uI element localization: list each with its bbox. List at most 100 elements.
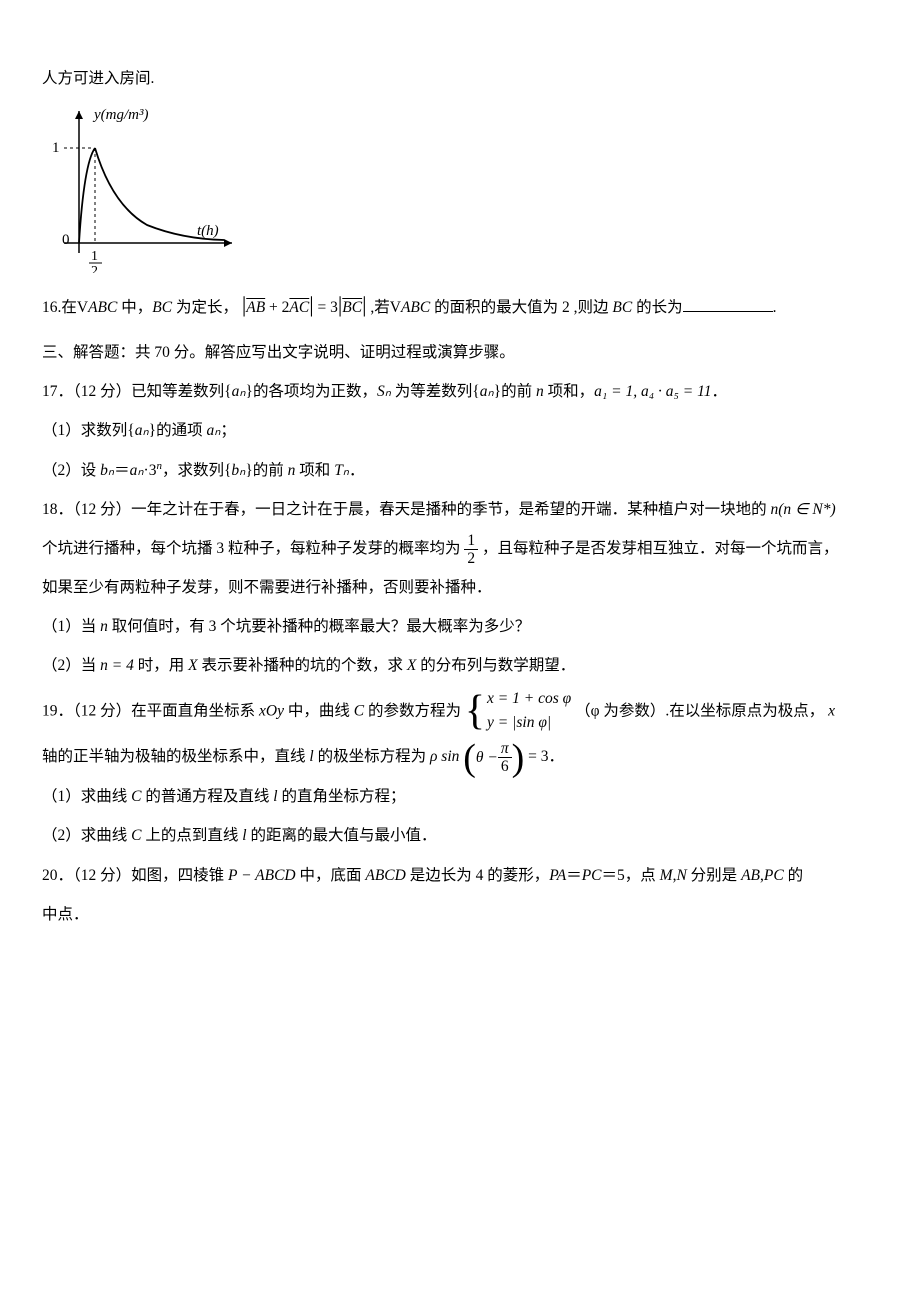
q16-abc2: ABC: [401, 299, 430, 316]
q17-n: n: [536, 383, 544, 400]
q18l1: 18．（12 分）一年之计在于春，一日之计在于晨，春天是播种的季节，是希望的开端…: [42, 501, 767, 518]
q20pc: PC: [582, 867, 602, 884]
q19c: C: [350, 702, 368, 719]
q20-line2: 中点．: [42, 896, 878, 933]
q18l2b: ，且每粒种子是否发芽相互独立．对每一个坑而言，: [482, 540, 839, 557]
q19p2b: 上的点到直线: [145, 827, 238, 844]
q20e: 的: [788, 867, 804, 884]
frac-half: 1 2: [464, 532, 478, 567]
q18-line1: 18．（12 分）一年之计在于春，一日之计在于晨，春天是播种的季节，是希望的开端…: [42, 491, 878, 528]
q16-prefix: 16.在V: [42, 299, 88, 316]
q19l2: l: [269, 788, 281, 805]
q17p2e: }的前: [245, 462, 287, 479]
brace-icon: {: [465, 693, 485, 731]
q17p1c: ；: [220, 422, 236, 439]
q20-line1: 20．（12 分）如图，四棱锥 P − ABCD 中，底面 ABCD 是边长为 …: [42, 857, 878, 894]
q19l2b: 的极坐标方程为: [318, 748, 427, 765]
q17-an1: aₙ: [232, 383, 246, 400]
q20c: 是边长为 4 的菱形，: [410, 867, 550, 884]
q18p2x2: X: [403, 657, 420, 674]
q18p1b: 取何值时，有 3 个坑要补播种的概率最大？最大概率为多少？: [112, 618, 531, 635]
q19-line1: 19．（12 分）在平面直角坐标系 xOy 中，曲线 C 的参数方程为 { x …: [42, 687, 878, 737]
q19c3: C: [127, 827, 145, 844]
q17-an5: aₙ: [130, 462, 144, 479]
q16-abc: ABC: [88, 299, 117, 316]
q20pc2: PC: [764, 867, 788, 884]
q17p2c: ·3: [144, 462, 157, 479]
q19-p1: （1）求曲线 C 的普通方程及直线 l 的直角坐标方程；: [42, 778, 878, 815]
paren-l-icon: (: [463, 741, 476, 775]
q17-bn2: bₙ: [231, 462, 245, 479]
q18-nexpr: n(n ∈ N*): [767, 501, 836, 518]
q16-area: 的面积的最大值为 2 ,则边: [430, 299, 608, 316]
q18p2a: （2）当: [42, 657, 96, 674]
q17-bn: bₙ: [100, 462, 114, 479]
q17-eq: a₁ = 1, a₄ · a₅ = 11: [594, 383, 711, 400]
q18p2x: X: [184, 657, 201, 674]
q19l1c: 的参数方程为: [368, 702, 461, 719]
frac-pi6: π 6: [498, 740, 512, 775]
q16-tail: 的长为: [636, 299, 683, 316]
q19eq3: = 3: [528, 748, 548, 765]
q16-bc2: BC: [609, 299, 637, 316]
q17p2d: ，求数列{: [162, 462, 231, 479]
x-tick-num: 1: [91, 249, 98, 264]
q16-plus: + 2: [265, 299, 289, 316]
intro-text: 人方可进入房间.: [42, 70, 154, 87]
q20ab: AB: [737, 867, 760, 884]
q19eq2: y = |sin φ|: [487, 711, 571, 736]
q20n: N: [676, 867, 686, 884]
q20pa: PA: [549, 867, 566, 884]
q17-p1: （1）求数列{aₙ}的通项 aₙ；: [42, 412, 878, 449]
q17-an2: aₙ: [480, 383, 494, 400]
y-axis-label: y(mg/m³): [92, 107, 148, 123]
q19p2a: （2）求曲线: [42, 827, 127, 844]
q19l3: l: [238, 827, 250, 844]
q20l2: 中点．: [42, 906, 89, 923]
x-axis-label: t(h): [197, 223, 219, 239]
q20abcd: ABCD: [362, 867, 410, 884]
section-3-title: 三、解答题：共 70 分。解答应写出文字说明、证明过程或演算步骤。: [42, 334, 878, 371]
q17-tn: Tₙ: [334, 462, 349, 479]
vec-bc: BC: [342, 299, 362, 316]
q17-e: 项和，: [544, 383, 594, 400]
y-tick-1: 1: [52, 140, 60, 156]
param-system: { x = 1 + cos φ y = |sin φ|: [465, 687, 571, 737]
q17-c: 为等差数列{: [391, 383, 480, 400]
q16-m1: 中，: [117, 299, 152, 316]
q18-line3: 如果至少有两粒种子发芽，则不需要进行补播种，否则要补播种．: [42, 569, 878, 606]
q16-dot: .: [773, 299, 777, 316]
q20a: 20．（12 分）如图，四棱锥: [42, 867, 224, 884]
q17p2b: ＝: [114, 462, 130, 479]
q18p1a: （1）当: [42, 618, 96, 635]
q20b: 中，底面: [299, 867, 361, 884]
q17-line1: 17．（12 分）已知等差数列{aₙ}的各项均为正数，Sₙ 为等差数列{aₙ}的…: [42, 373, 878, 410]
q16: 16.在VABC 中，BC 为定长， |AB + 2AC| = 3|BC| ,若…: [42, 279, 878, 332]
pi-den: 6: [498, 758, 512, 775]
paren-r-icon: ): [512, 741, 525, 775]
q17-an3: aₙ: [135, 422, 149, 439]
q20m: M: [660, 867, 673, 884]
q19p1a: （1）求曲线: [42, 788, 127, 805]
q19-line2: 轴的正半轴为极轴的极坐标系中，直线 l 的极坐标方程为 ρ sin ( θ − …: [42, 738, 878, 776]
q18-line2: 个坑进行播种，每个坑播 3 粒种子，每粒种子发芽的概率均为 1 2 ，且每粒种子…: [42, 530, 878, 567]
frac-num: 1: [464, 532, 478, 550]
q18-p1: （1）当 n 取何值时，有 3 个坑要补播种的概率最大？最大概率为多少？: [42, 608, 878, 645]
q19dot: ．: [549, 748, 565, 765]
q19phi: （φ 为参数）.在以坐标原点为极点，: [575, 702, 824, 719]
q19x: x: [824, 702, 835, 719]
q19theta: θ −: [476, 739, 498, 776]
q18p2c: 表示要补播种的坑的个数，求: [201, 657, 403, 674]
q19eq1: x = 1 + cos φ: [487, 687, 571, 712]
vec-ab: AB: [246, 299, 265, 316]
origin-label: 0: [62, 232, 70, 248]
q19l1b: 中，曲线: [288, 702, 350, 719]
q19p1b: 的普通方程及直线: [145, 788, 269, 805]
q19-p2: （2）求曲线 C 上的点到直线 l 的距离的最大值与最小值．: [42, 817, 878, 854]
section3-text: 三、解答题：共 70 分。解答应写出文字说明、证明过程或演算步骤。: [42, 344, 515, 361]
frac-den: 2: [464, 550, 478, 567]
q17p1b: }的通项: [149, 422, 207, 439]
pi-num: π: [498, 740, 512, 758]
q18p2n: n = 4: [96, 657, 137, 674]
q17-d: }的前: [494, 383, 536, 400]
